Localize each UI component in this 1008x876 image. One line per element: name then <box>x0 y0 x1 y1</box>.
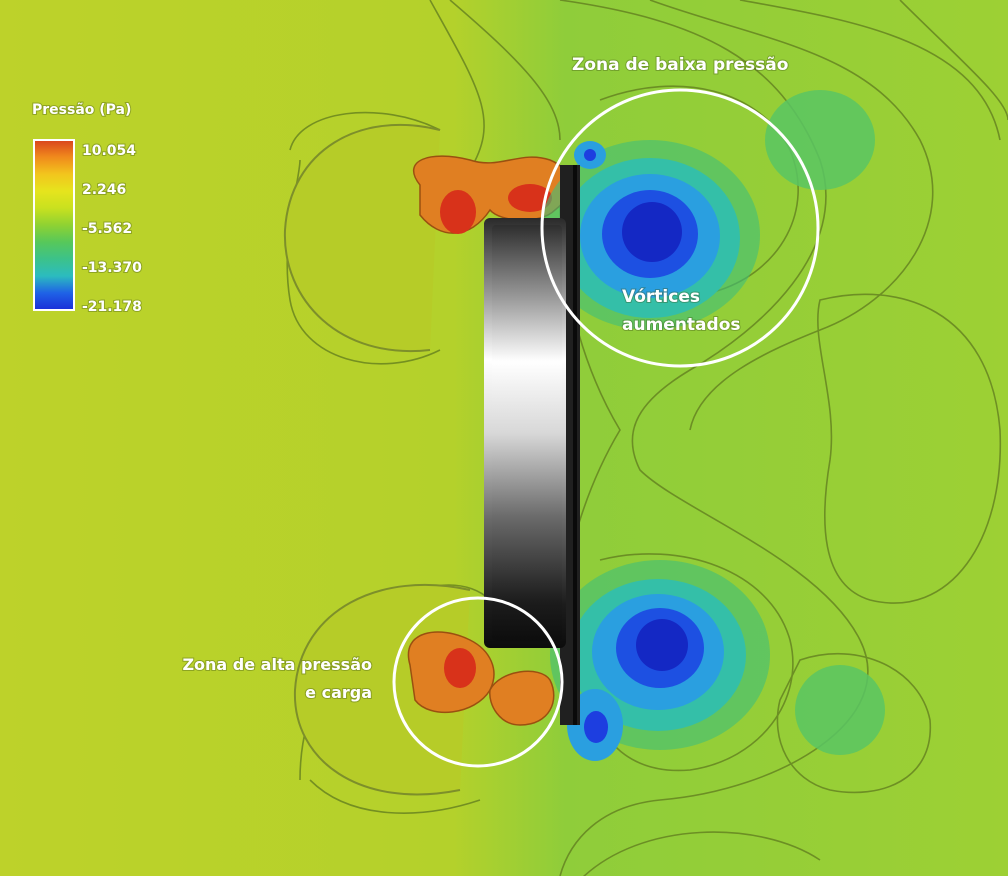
vortex-zones <box>540 90 885 761</box>
legend-title: Pressão (Pa) <box>32 102 131 118</box>
legend-value-2: 2.246 <box>82 182 126 198</box>
legend-value-3: -5.562 <box>82 221 132 237</box>
legend-value-4: -13.370 <box>82 260 142 276</box>
high-pressure-bottom <box>407 631 555 726</box>
high-pressure-circle <box>392 596 564 768</box>
vortices-label-line1: Vórtices <box>622 287 700 307</box>
high-pressure-label-line2: e carga <box>305 683 372 702</box>
legend-value-5: -21.178 <box>82 299 142 315</box>
low-pressure-label: Zona de baixa pressão <box>572 55 788 75</box>
high-pressure-top <box>413 155 571 234</box>
legend-color-bar <box>33 139 75 311</box>
high-pressure-label-line1: Zona de alta pressão <box>182 655 372 674</box>
wheel-section <box>484 165 580 725</box>
legend-value-1: 10.054 <box>82 143 136 159</box>
vortices-label-line2: aumentados <box>622 315 741 335</box>
contour-lines <box>286 0 1008 876</box>
pressure-legend: Pressão (Pa) 10.054 2.246 -5.562 -13.370… <box>31 101 143 316</box>
low-pressure-circle <box>540 88 820 368</box>
